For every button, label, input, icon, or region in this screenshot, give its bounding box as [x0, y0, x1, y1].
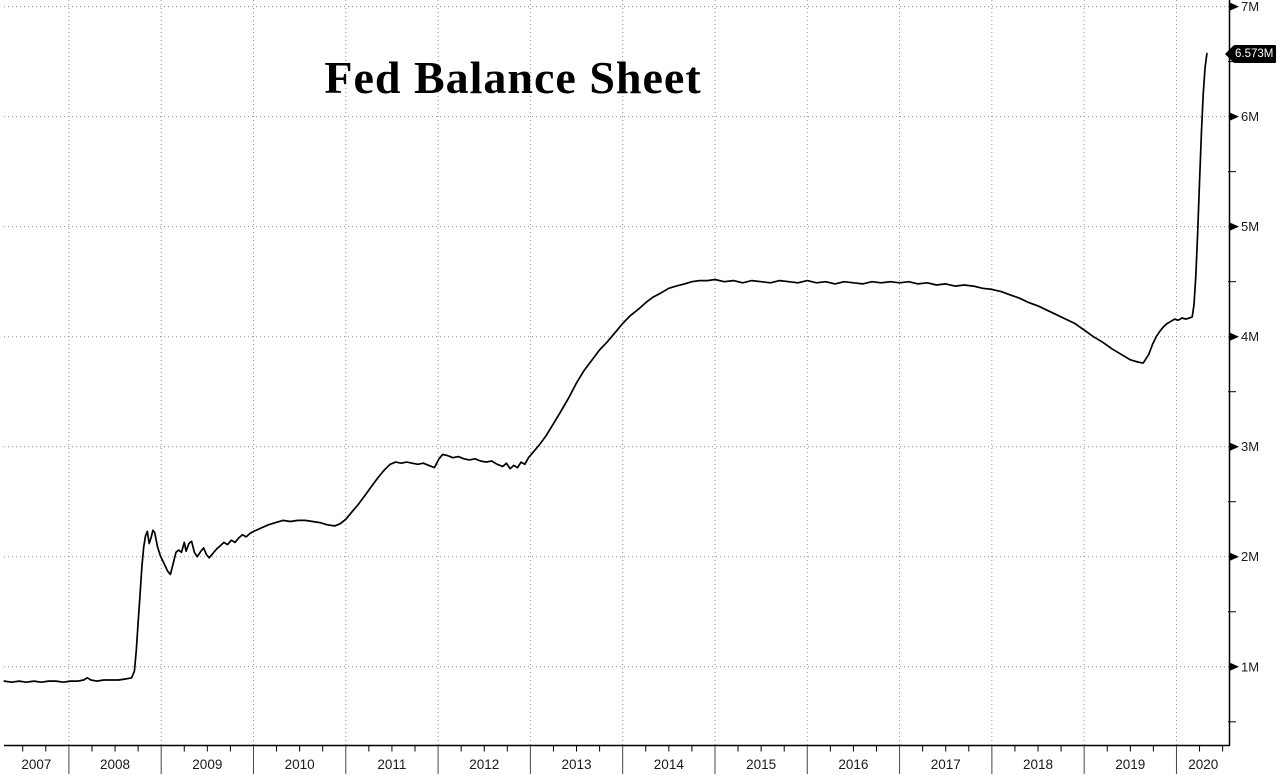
y-tick-label: 6M: [1241, 109, 1259, 124]
x-tick-label: 2020: [1188, 757, 1218, 772]
y-tick-arrow-icon: [1230, 2, 1239, 11]
last-value-label: 6.573M: [1234, 44, 1277, 63]
x-tick-label: 2012: [469, 757, 499, 772]
y-tick-label: 4M: [1241, 329, 1259, 344]
x-tick-label: 2019: [1115, 757, 1145, 772]
x-tick-label: 2014: [654, 757, 685, 772]
x-tick-label: 2015: [746, 757, 776, 772]
y-tick-arrow-icon: [1230, 662, 1239, 671]
y-tick-label: 2M: [1241, 549, 1259, 564]
y-tick-arrow-icon: [1230, 442, 1239, 451]
y-tick-arrow-icon: [1230, 112, 1239, 121]
x-tick-label: 2008: [100, 757, 130, 772]
x-tick-label: 2007: [21, 757, 51, 772]
x-tick-label: 2009: [192, 757, 222, 772]
vertical-gridlines: [68, 0, 1177, 746]
badge-arrow-icon: [1225, 44, 1234, 63]
x-year-labels: 2007 2008 2009 2010 2011 2012 2013 2014 2015 2016…: [21, 757, 1218, 772]
last-value-badge: 6.573M: [1225, 44, 1277, 63]
horizontal-gridlines: [4, 6, 1230, 668]
chart-title: Fed Balance Sheet: [324, 52, 702, 103]
x-tick-label: 2016: [838, 757, 868, 772]
y-tick-label: 7M: [1241, 0, 1259, 14]
x-tick-label: 2010: [285, 757, 315, 772]
y-tick-label: 1M: [1241, 659, 1259, 674]
y-tick-arrow-icon: [1230, 222, 1239, 231]
x-tick-label: 2013: [562, 757, 592, 772]
x-tick-label: 2011: [377, 757, 406, 772]
y-tick-label: 5M: [1241, 219, 1259, 234]
year-separators: [68, 746, 1177, 774]
y-tick-label: 3M: [1241, 439, 1259, 454]
x-minor-ticks: [22, 746, 1224, 752]
y-tick-arrow-icon: [1230, 332, 1239, 341]
x-tick-label: 2017: [931, 757, 961, 772]
x-tick-label: 2018: [1023, 757, 1053, 772]
balance-sheet-line: [3, 52, 1208, 684]
y-tick-labels: 1M 2M 3M 4M 5M 6M 7M: [1230, 0, 1259, 674]
y-tick-arrow-icon: [1230, 552, 1239, 561]
